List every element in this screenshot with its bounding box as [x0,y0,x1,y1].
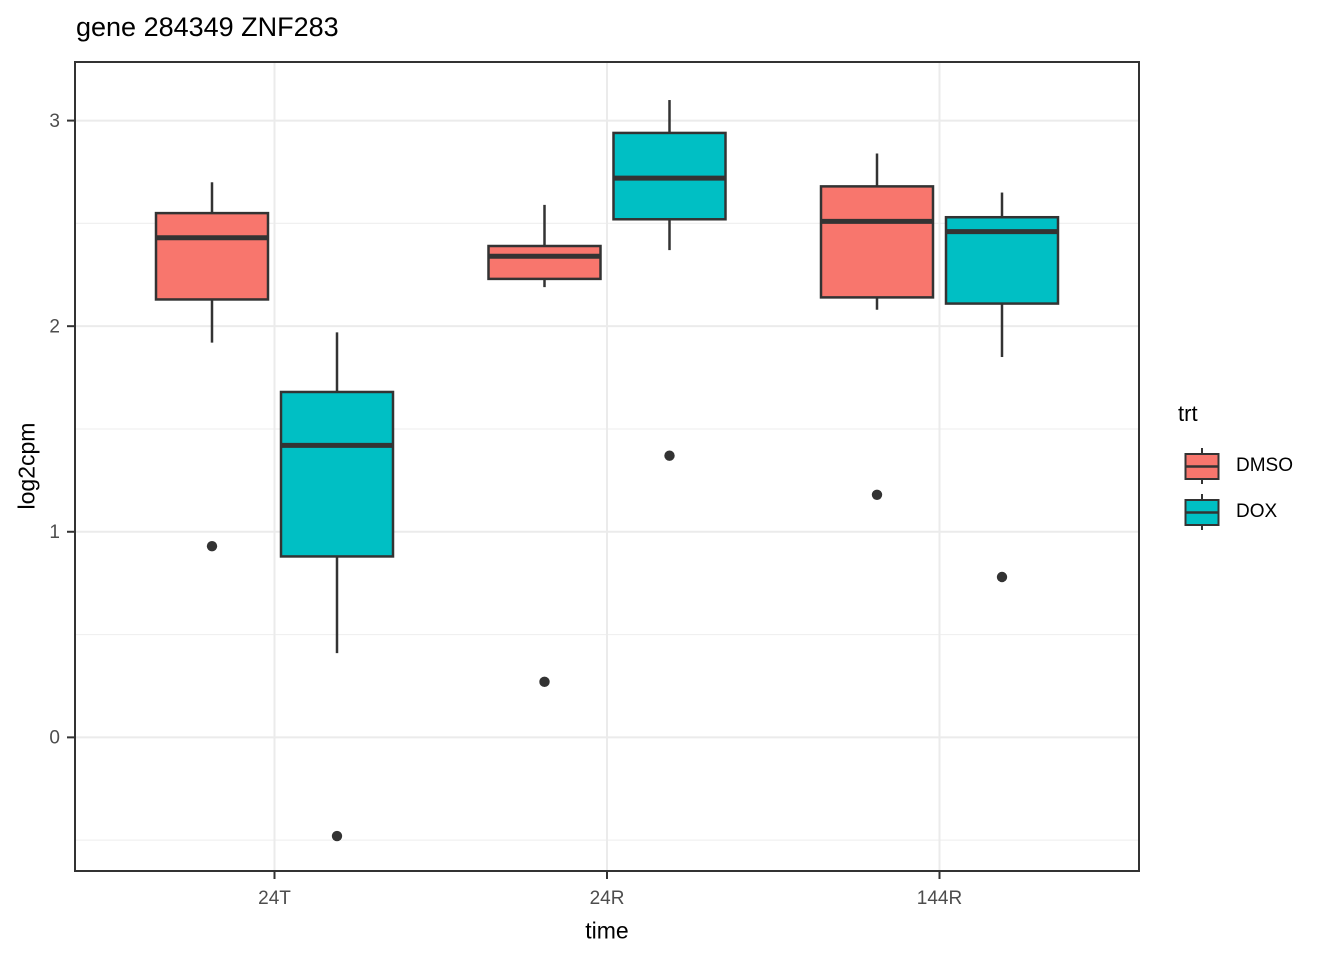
y-tick-label: 0 [49,728,60,749]
outlier-point [996,571,1008,583]
outlier-point [871,489,883,500]
y-axis-title: log2cpm [13,422,40,510]
boxplot-key-icon [1184,494,1220,530]
x-tick-label: 24T [258,888,291,909]
outlier-point [664,450,675,461]
outlier-point [539,676,550,688]
legend-entry-dmso: DMSO [1176,443,1344,489]
box-dox-24t [279,390,395,558]
legend-entry-dox: DOX [1176,489,1344,535]
x-tick-label: 24R [590,888,625,909]
boxplot-key-icon [1184,448,1220,484]
legend: trt DMSO DOX [1176,399,1344,535]
box-dmso-144r [819,185,935,299]
legend-label-dmso: DMSO [1236,455,1293,476]
legend-label-dox: DOX [1236,501,1278,522]
y-tick-label: 2 [49,316,60,337]
box-dmso-24r [487,244,602,281]
y-tick-label: 1 [49,522,60,543]
x-axis-title: time [585,917,629,944]
outlier-point [331,830,343,842]
y-tick-label: 3 [49,111,60,132]
x-tick-label: 144R [917,888,962,909]
chart-title: gene 284349 ZNF283 [76,12,339,42]
box-dmso-24t [154,211,270,301]
outlier-point [206,540,218,552]
legend-title: trt [1178,401,1198,426]
